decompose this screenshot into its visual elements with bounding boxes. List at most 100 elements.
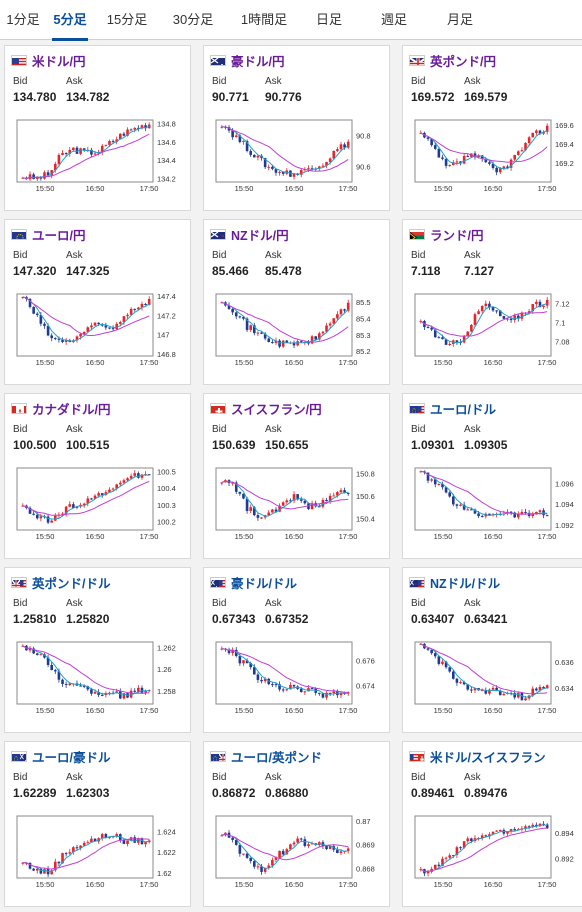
candle [39, 513, 43, 522]
y-tick-label: 134.8 [157, 120, 176, 129]
rate-card[interactable]: スイスフラン/円 Bid Ask 150.639 150.655 150.8 150.6 15… [203, 393, 390, 559]
candle [86, 840, 90, 844]
bid-label: Bid [212, 250, 227, 261]
candle [227, 647, 231, 655]
y-tick-label: 100.4 [157, 484, 176, 493]
ma-long-line [221, 833, 349, 861]
ma-short-line [221, 126, 349, 175]
bid-value: 1.09301 [411, 438, 455, 452]
candle [285, 498, 289, 505]
mini-candlestick-chart[interactable]: 1.624 1.622 1.62 15:50 16:50 17:50 [5, 806, 192, 906]
candle [462, 153, 466, 165]
rate-card[interactable]: NZドル/ドル Bid Ask 0.63407 0.63421 0.636 0.634 15:… [402, 567, 582, 733]
y-tick-label: 1.624 [157, 828, 176, 837]
x-tick-label: 16:50 [86, 358, 105, 367]
rate-card[interactable]: ランド/円 Bid Ask 7.118 7.127 7.12 7.1 7.08 15:50 16:… [402, 219, 582, 385]
rate-card[interactable]: ユーロ/豪ドル Bid Ask 1.62289 1.62303 1.624 1.622 1.6… [4, 741, 191, 907]
tab-timeframe[interactable]: 15分足 [106, 12, 148, 27]
tab-timeframe[interactable]: 30分足 [172, 12, 214, 27]
rate-card[interactable]: 豪ドル/ドル Bid Ask 0.67343 0.67352 0.676 0.674 15:5… [203, 567, 390, 733]
y-tick-label: 0.636 [555, 658, 574, 667]
mini-candlestick-chart[interactable]: 0.676 0.674 15:50 16:50 17:50 [204, 632, 391, 732]
mini-candlestick-chart[interactable]: 100.5 100.4 100.3 100.2 15:50 16:50 17:50 [5, 458, 192, 558]
candle [64, 852, 68, 857]
y-tick-label: 1.258 [157, 687, 176, 696]
currency-pair-name[interactable]: カナダドル/円 [32, 402, 111, 417]
tab-timeframe[interactable]: 月足 [446, 12, 473, 27]
mini-candlestick-chart[interactable]: 169.6 169.4 169.2 15:50 16:50 17:50 [403, 110, 582, 210]
currency-pair-name[interactable]: 米ドル/円 [32, 54, 86, 69]
candle [517, 313, 520, 322]
candle [502, 165, 506, 171]
rate-card[interactable]: カナダドル/円 Bid Ask 100.500 100.515 100.5 100.4 100… [4, 393, 191, 559]
candle [473, 151, 477, 160]
rate-card[interactable]: ユーロ/英ポンド Bid Ask 0.86872 0.86880 0.87 0.869 0.8… [203, 741, 390, 907]
candle [28, 506, 32, 515]
y-tick-label: 85.2 [356, 347, 371, 356]
candle [444, 856, 448, 862]
rate-card[interactable]: 英ポンド/円 Bid Ask 169.572 169.579 169.6 169.4 169.… [402, 45, 582, 211]
bid-label: Bid [13, 598, 28, 609]
rate-card[interactable]: NZドル/円 Bid Ask 85.466 85.478 85.5 85.4 85.3 85.2… [203, 219, 390, 385]
rate-card[interactable]: 英ポンド/ドル Bid Ask 1.25810 1.25820 1.262 1.26 1.25… [4, 567, 191, 733]
candle [242, 659, 245, 667]
ask-label: Ask [265, 598, 282, 609]
currency-pair-name[interactable]: ユーロ/ドル [430, 402, 496, 417]
rate-card[interactable]: ユーロ/円 Bid Ask 147.320 147.325 147.4 147.2 147 14… [4, 219, 191, 385]
candle [332, 492, 336, 497]
x-tick-label: 15:50 [235, 532, 254, 541]
ask-value: 0.86880 [265, 786, 309, 800]
mini-candlestick-chart[interactable]: 150.8 150.6 150.4 15:50 16:50 17:50 [204, 458, 391, 558]
candle [253, 154, 256, 158]
candle [444, 158, 448, 169]
candle [231, 307, 234, 315]
currency-pair-name[interactable]: ランド/円 [430, 228, 484, 243]
ma-long-line [420, 132, 548, 163]
candle [220, 646, 224, 651]
currency-pair-name[interactable]: NZドル/円 [231, 228, 289, 243]
currency-pair-name[interactable]: 豪ドル/ドル [231, 576, 297, 591]
mini-candlestick-chart[interactable]: 0.894 0.892 15:50 16:50 17:50 [403, 806, 582, 906]
mini-candlestick-chart[interactable]: 147.4 147.2 147 146.8 15:50 16:50 17:50 [5, 284, 192, 384]
currency-pair-name[interactable]: ユーロ/豪ドル [32, 750, 111, 765]
candle [285, 689, 289, 692]
currency-pair-name[interactable]: スイスフラン/円 [231, 402, 322, 417]
currency-pair-name[interactable]: 英ポンド/ドル [32, 576, 111, 591]
mini-candlestick-chart[interactable]: 1.096 1.094 1.092 15:50 16:50 17:50 [403, 458, 582, 558]
rate-card[interactable]: 豪ドル/円 Bid Ask 90.771 90.776 90.8 90.6 15:50 16:5… [203, 45, 390, 211]
candle [64, 337, 68, 345]
currency-pair-name[interactable]: ユーロ/円 [32, 228, 86, 243]
x-tick-label: 17:50 [140, 184, 159, 193]
y-tick-label: 169.4 [555, 140, 574, 149]
candle [506, 831, 509, 837]
mini-candlestick-chart[interactable]: 134.8 134.6 134.4 134.2 15:50 16:50 17:50 [5, 110, 192, 210]
currency-pair-name[interactable]: 米ドル/スイスフラン [430, 750, 546, 765]
rate-card[interactable]: 米ドル/円 Bid Ask 134.780 134.782 134.8 134.6 134.4… [4, 45, 191, 211]
x-tick-label: 16:50 [86, 184, 105, 193]
mini-candlestick-chart[interactable]: 7.12 7.1 7.08 15:50 16:50 17:50 [403, 284, 582, 384]
rate-card[interactable]: 米ドル/スイスフラン Bid Ask 0.89461 0.89476 0.894 0.892… [402, 741, 582, 907]
ma-long-line [420, 311, 548, 337]
currency-pair-name[interactable]: 英ポンド/円 [430, 54, 496, 69]
rate-card[interactable]: ユーロ/ドル Bid Ask 1.09301 1.09305 1.096 1.094 1.09… [402, 393, 582, 559]
mini-candlestick-chart[interactable]: 1.262 1.26 1.258 15:50 16:50 17:50 [5, 632, 192, 732]
mini-candlestick-chart[interactable]: 90.8 90.6 15:50 16:50 17:50 [204, 110, 391, 210]
candle [480, 305, 484, 314]
tab-timeframe[interactable]: 1分足 [6, 12, 40, 27]
tab-timeframe[interactable]: 5分足 [46, 0, 94, 41]
tab-timeframe[interactable]: 週足 [380, 12, 407, 27]
currency-pair-name[interactable]: NZドル/ドル [430, 576, 501, 591]
tab-timeframe[interactable]: 1時間足 [240, 12, 288, 27]
x-tick-label: 17:50 [140, 880, 159, 889]
mini-candlestick-chart[interactable]: 0.636 0.634 15:50 16:50 17:50 [403, 632, 582, 732]
currency-pair-name[interactable]: 豪ドル/円 [231, 54, 285, 69]
candle [448, 853, 451, 860]
candle [75, 335, 79, 343]
mini-candlestick-chart[interactable]: 0.87 0.869 0.868 15:50 16:50 17:50 [204, 806, 391, 906]
ask-value: 150.655 [265, 438, 309, 452]
country-flag-icon [210, 576, 226, 588]
mini-candlestick-chart[interactable]: 85.5 85.4 85.3 85.2 15:50 16:50 17:50 [204, 284, 391, 384]
country-flag-icon [11, 576, 27, 588]
currency-pair-name[interactable]: ユーロ/英ポンド [231, 750, 322, 765]
tab-timeframe[interactable]: 日足 [315, 12, 342, 27]
